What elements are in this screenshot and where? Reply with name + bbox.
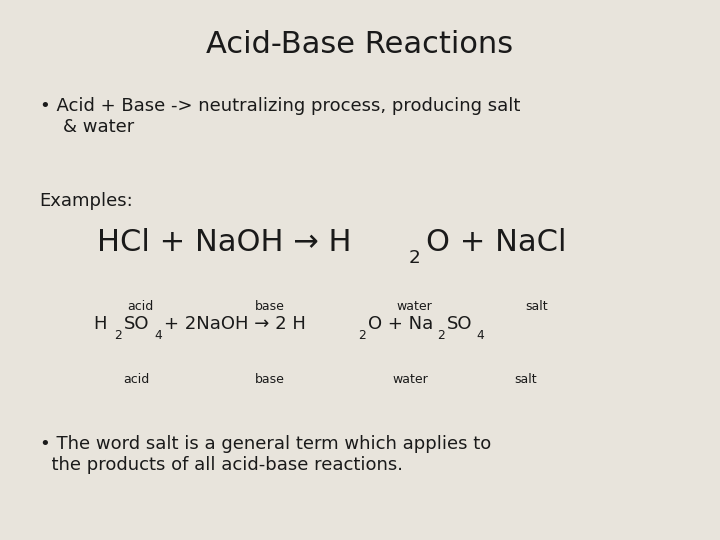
Text: O + Na: O + Na: [368, 315, 433, 333]
Text: Examples:: Examples:: [40, 192, 133, 210]
Text: 2: 2: [358, 329, 366, 342]
Text: HCl + NaOH → H: HCl + NaOH → H: [97, 228, 351, 257]
Text: 2: 2: [408, 249, 420, 267]
Text: salt: salt: [514, 373, 537, 386]
Text: • Acid + Base -> neutralizing process, producing salt
    & water: • Acid + Base -> neutralizing process, p…: [40, 97, 520, 136]
Text: acid: acid: [124, 373, 150, 386]
Text: 2: 2: [114, 329, 122, 342]
Text: salt: salt: [525, 300, 548, 313]
Text: Acid-Base Reactions: Acid-Base Reactions: [207, 30, 513, 59]
Text: water: water: [392, 373, 428, 386]
Text: + 2NaOH → 2 H: + 2NaOH → 2 H: [164, 315, 306, 333]
Text: SO: SO: [447, 315, 472, 333]
Text: O + NaCl: O + NaCl: [426, 228, 567, 257]
Text: H: H: [94, 315, 107, 333]
Text: acid: acid: [127, 300, 153, 313]
Text: base: base: [255, 300, 285, 313]
Text: water: water: [396, 300, 432, 313]
Text: 2: 2: [437, 329, 445, 342]
Text: 4: 4: [155, 329, 163, 342]
Text: base: base: [255, 373, 285, 386]
Text: 4: 4: [477, 329, 485, 342]
Text: SO: SO: [124, 315, 149, 333]
Text: • The word salt is a general term which applies to
  the products of all acid-ba: • The word salt is a general term which …: [40, 435, 491, 474]
